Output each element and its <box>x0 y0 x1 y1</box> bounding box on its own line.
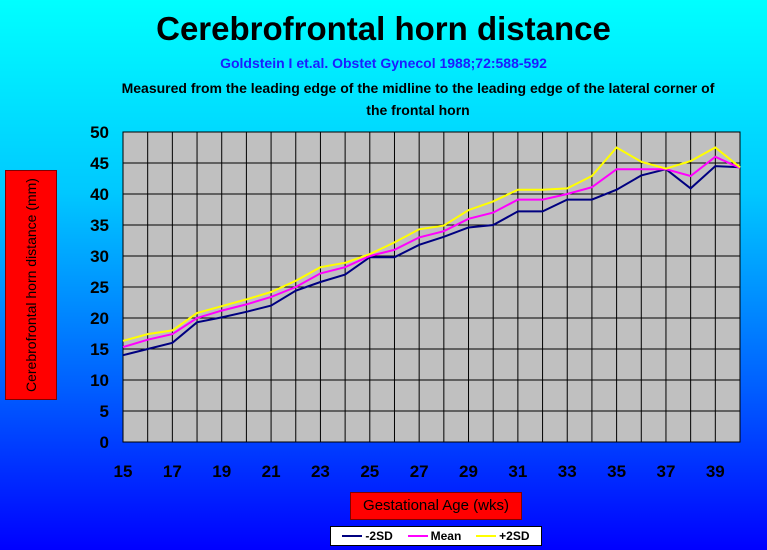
y-tick-label: 10 <box>90 371 109 390</box>
y-tick-label: 15 <box>90 340 109 359</box>
x-tick-label: 39 <box>706 462 725 481</box>
series-line-mean <box>122 155 741 349</box>
x-tick-label: 21 <box>262 462 281 481</box>
y-tick-label: 20 <box>90 309 109 328</box>
series-lines <box>122 146 741 357</box>
x-tick-label: 35 <box>607 462 626 481</box>
legend-swatch <box>407 535 428 537</box>
chart-subtitle: Goldstein I et.al. Obstet Gynecol 1988;7… <box>220 55 547 71</box>
x-tick-label: 37 <box>656 462 675 481</box>
legend-label: -2SD <box>365 529 393 543</box>
legend: -2SD Mean +2SD <box>330 526 542 546</box>
x-tick-label: 23 <box>311 462 330 481</box>
legend-swatch <box>476 535 497 537</box>
y-tick-label: 0 <box>100 433 109 452</box>
chart-title: Cerebrofrontal horn distance <box>156 10 611 47</box>
axis-ticks: 0 5 10 15 20 25 30 35 40 45 50 15 17 19 21 23 25 27 29 31 33… <box>90 123 725 481</box>
x-tick-label: 33 <box>558 462 577 481</box>
x-tick-label: 31 <box>508 462 527 481</box>
y-tick-label: 25 <box>90 278 109 297</box>
x-tick-label: 17 <box>163 462 182 481</box>
gridlines <box>122 131 741 443</box>
y-tick-label: 30 <box>90 247 109 266</box>
y-tick-label: 50 <box>90 123 109 142</box>
y-tick-label: 5 <box>100 402 109 421</box>
legend-label: Mean <box>430 529 462 543</box>
y-tick-label: 40 <box>90 185 109 204</box>
legend-item: Mean <box>407 529 462 543</box>
x-axis-label: Gestational Age (wks) <box>350 492 522 520</box>
x-tick-label: 15 <box>114 462 133 481</box>
x-tick-label: 19 <box>212 462 231 481</box>
series-line-2sd <box>122 165 741 357</box>
legend-item: -2SD <box>342 529 393 543</box>
legend-item: +2SD <box>476 529 530 543</box>
series-line-2sd <box>122 146 741 342</box>
y-axis-label-box: Cerebrofrontal horn distance (mm) <box>5 170 57 400</box>
y-tick-label: 35 <box>90 216 109 235</box>
legend-label: +2SD <box>499 529 530 543</box>
x-tick-label: 29 <box>459 462 478 481</box>
x-tick-label: 25 <box>360 462 379 481</box>
chart-description: Measured from the leading edge of the mi… <box>121 80 715 118</box>
x-tick-label: 27 <box>410 462 429 481</box>
y-tick-label: 45 <box>90 154 109 173</box>
legend-swatch <box>342 535 363 537</box>
